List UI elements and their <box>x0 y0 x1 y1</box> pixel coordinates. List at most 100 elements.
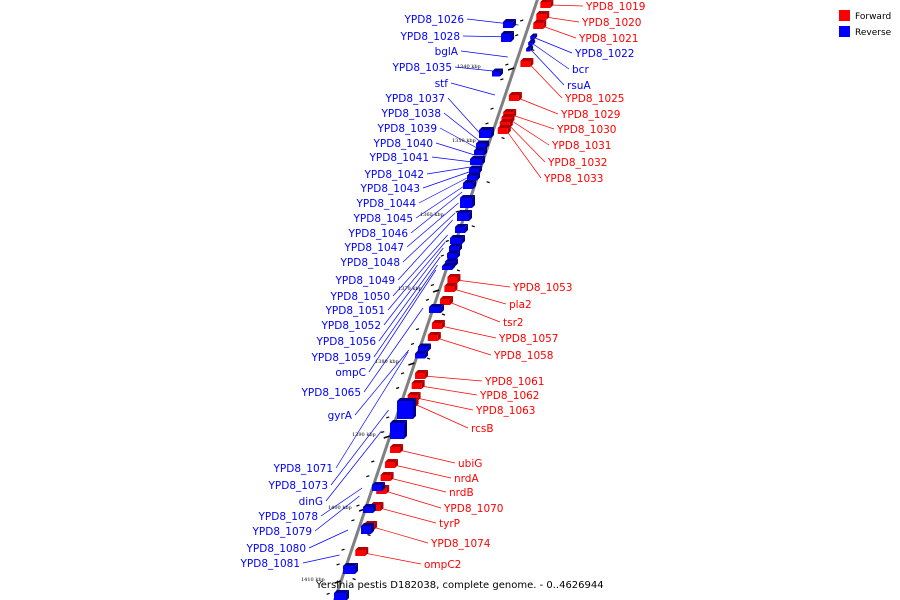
gene-ypd8-1058-connector <box>436 337 492 356</box>
gene-gyra-connector <box>354 349 410 416</box>
forward-legend-label: Forward <box>855 12 891 22</box>
gene-ypd8-1053-feature <box>447 274 461 283</box>
gene-pla2-connector <box>453 288 507 305</box>
gene-rcsb-label: rcsB <box>471 423 494 435</box>
gene-ypd8-1026-label: YPD8_1026 <box>404 14 465 26</box>
gene-ypd8-1020-label: YPD8_1020 <box>581 17 641 29</box>
reverse-block-20-feature <box>418 343 431 352</box>
gene-ypd8-1079-connector <box>314 495 360 532</box>
gene-ypd8-1052-connector <box>383 247 444 326</box>
tick-mark-1390-kbp <box>383 435 390 439</box>
reverse-block-10-feature <box>463 180 476 189</box>
gene-ypd8-1050-label: YPD8_1050 <box>330 291 390 303</box>
reverse-block-6-feature <box>474 147 487 156</box>
gene-ypd8-1029-feature <box>508 92 522 101</box>
gene-ypd8-1057-feature <box>431 320 445 329</box>
gene-ypd8-1051-label: YPD8_1051 <box>325 305 385 317</box>
gene-ypd8-1029-label: YPD8_1029 <box>560 109 620 121</box>
gene-ypd8-1056-label: YPD8_1056 <box>316 336 377 348</box>
gene-ypd8-1051-connector <box>387 241 446 311</box>
tick-mark-1370-kbp <box>432 289 440 293</box>
gene-ypd8-1048-label: YPD8_1048 <box>340 257 400 269</box>
gene-tsr2-connector <box>448 301 501 323</box>
gene-ypd8-1028-label: YPD8_1028 <box>400 31 460 43</box>
gene-ypd8-1040-connector <box>435 142 475 156</box>
reverse-block-12-feature <box>457 210 472 221</box>
gene-bcr-connector <box>532 43 570 70</box>
gene-ypd8-1061-feature <box>415 370 429 379</box>
reverse-block-2-feature <box>501 31 514 42</box>
gene-ypd8-1058-feature <box>427 332 441 341</box>
gene-ompc-label: ompC <box>335 367 366 379</box>
gene-ypd8-1061-connector <box>423 375 483 382</box>
gene-ypd8-1061-label: YPD8_1061 <box>484 376 544 388</box>
gene-pla2-label: pla2 <box>509 299 532 311</box>
gene-ypd8-1044-label: YPD8_1044 <box>356 198 417 210</box>
reverse-block-1-feature <box>503 19 516 28</box>
reverse-block-9-feature <box>467 172 480 181</box>
tick-label-1370-kbp: 1370 kbp <box>398 286 422 292</box>
gene-ompc2-connector <box>364 552 422 565</box>
gene-ypd8-1045-connector <box>415 185 465 219</box>
reverse-block-18-feature <box>442 263 455 270</box>
gene-ypd8-1033-connector <box>506 130 542 179</box>
gene-ypd8-1059-label: YPD8_1059 <box>311 352 371 364</box>
gene-ypd8-1053-connector <box>456 279 511 288</box>
gene-ypd8-1030-connector <box>512 114 555 130</box>
gene-ypd8-1031-connector <box>510 119 550 146</box>
gene-ypd8-1046-label: YPD8_1046 <box>348 228 409 240</box>
gene-ypd8-1048-connector <box>402 212 456 263</box>
tick-mark-1340-kbp <box>507 67 515 71</box>
gene-labels: YPD8_1019 YPD8_1020 YPD8_1021 YPD8_1025 YPD8… <box>240 1 646 571</box>
reverse-block-15-feature <box>449 243 462 252</box>
gene-ypd8-1062-label: YPD8_1062 <box>479 390 539 402</box>
gene-ypd8-1020-connector <box>545 16 580 23</box>
gene-ypd8-1073-connector <box>330 409 389 486</box>
gene-ypd8-1052-label: YPD8_1052 <box>321 320 381 332</box>
gene-ypd8-1025-label: YPD8_1025 <box>564 93 624 105</box>
tick-label-1380-kbp: 1380 kbp <box>375 359 399 365</box>
gene-rsua-connector <box>530 49 565 86</box>
reverse-block-19-feature <box>429 304 444 313</box>
reverse-block-21-feature <box>415 350 428 359</box>
gene-ypd8-1041-label: YPD8_1041 <box>369 152 429 164</box>
gene-ypd8-1038-label: YPD8_1038 <box>381 108 441 120</box>
gene-ypd8-1025-feature <box>520 58 534 67</box>
tick-mark-1410-kbp <box>334 580 342 584</box>
gene-ypd8-1062-feature <box>411 380 425 389</box>
reverse-legend-swatch <box>839 26 850 37</box>
gene-bgla-connector <box>460 50 508 58</box>
gene-ypd8-1029-connector <box>517 97 559 115</box>
gene-ypd8-1020-feature <box>536 11 550 20</box>
tick-label-1350-kbp: 1350 kbp <box>452 138 476 144</box>
gene-ypd8-1078-connector <box>320 487 363 517</box>
gene-tsr2-feature <box>440 296 454 305</box>
gene-ubig-feature <box>390 444 404 453</box>
gene-nrda-label: nrdA <box>454 473 479 485</box>
tick-label-1400-kbp: 1400 kbp <box>328 505 352 511</box>
reverse-block-3-feature <box>492 68 503 77</box>
gene-ypd8-1043-connector <box>422 171 470 189</box>
gene-ypd8-1065-connector <box>363 307 424 393</box>
legend: Forward Reverse <box>839 10 892 38</box>
gene-ypd8-1049-label: YPD8_1049 <box>335 275 395 287</box>
reverse-block-13-feature <box>455 224 468 233</box>
gene-ypd8-1039-label: YPD8_1039 <box>377 123 437 135</box>
gene-nrdb-connector <box>389 477 447 493</box>
kbp-ticks: 1340 kbp 1350 kbp 1360 kbp 1370 kbp 1380 kbp… <box>301 64 515 584</box>
label-connectors <box>302 4 584 565</box>
gene-ypd8-1074-label: YPD8_1074 <box>430 538 491 550</box>
gene-ypd8-1021-feature <box>533 20 547 29</box>
gene-tyrp-label: tyrP <box>439 518 460 530</box>
gene-stf-connector <box>450 82 496 96</box>
gene-nrdb-label: nrdB <box>449 487 474 499</box>
gene-ypd8-1037-label: YPD8_1037 <box>385 93 445 105</box>
genome-backbone <box>333 0 539 600</box>
gene-ypd8-1032-connector <box>508 124 546 163</box>
reverse-block-23-feature <box>390 420 407 439</box>
reverse-block-5-feature <box>476 140 489 149</box>
reverse-block-4-feature <box>479 127 494 138</box>
gene-gyra-label: gyrA <box>328 410 353 422</box>
gene-pla2-feature <box>444 283 458 292</box>
gene-ypd8-1081-label: YPD8_1081 <box>240 558 300 570</box>
